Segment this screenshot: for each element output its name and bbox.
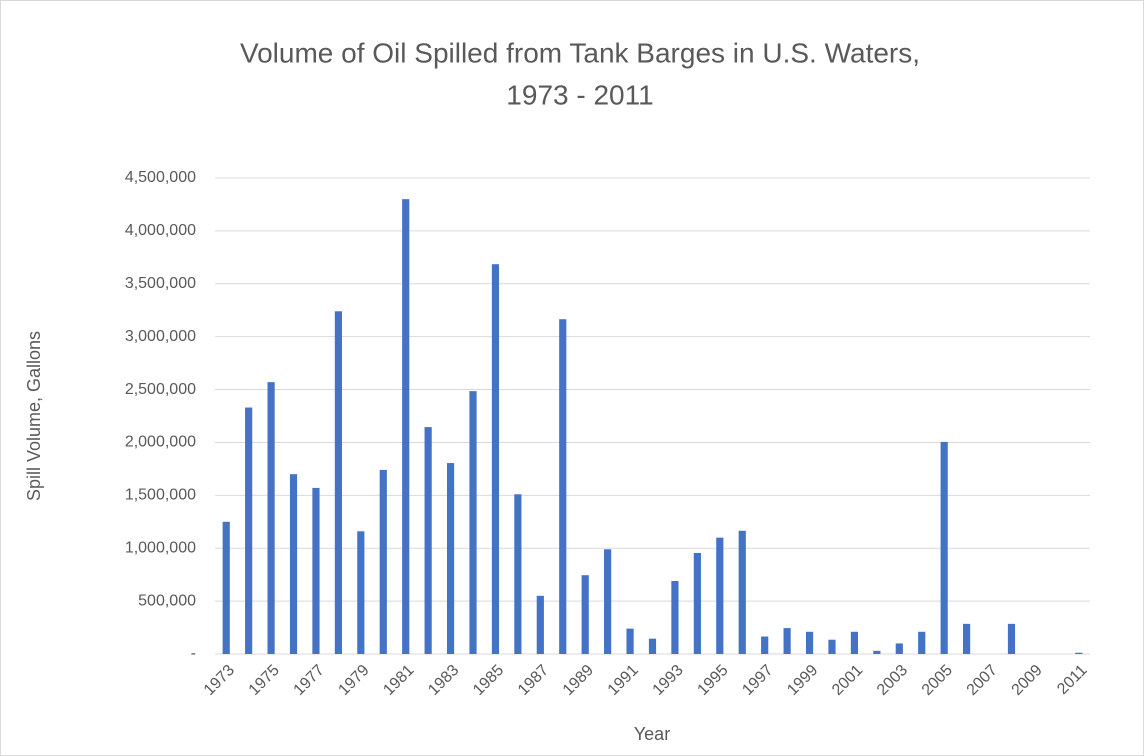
chart-title: Volume of Oil Spilled from Tank Barges i… [240,37,920,68]
bar [245,407,253,654]
bar [940,441,948,654]
bar [469,391,477,654]
bar [267,382,275,654]
bar [379,469,387,654]
bar [1075,652,1083,654]
y-tick-label: - [191,645,196,662]
bar [289,474,298,654]
y-tick-label: 500,000 [138,592,196,609]
bar [873,650,881,654]
bar [805,631,814,654]
y-axis-title: Spill Volume, Gallons [24,331,44,501]
bar [222,521,230,654]
bar [424,427,432,654]
bar [716,537,724,654]
bar [604,549,612,654]
y-tick-label: 3,500,000 [125,275,196,292]
bar [536,595,544,654]
y-tick-label: 4,500,000 [125,169,196,186]
y-tick-label: 2,000,000 [125,434,196,451]
y-tick-label: 1,500,000 [125,487,196,504]
bar [828,639,836,654]
bar [693,552,701,654]
bar [1007,623,1016,654]
bar [648,638,657,654]
chart-title: 1973 - 2011 [506,79,653,110]
bar [357,531,365,654]
bar [850,631,859,654]
bar [312,487,320,654]
bar [402,199,410,654]
y-tick-label: 3,000,000 [125,328,196,345]
bar [783,628,791,654]
bar [581,575,589,654]
bar [895,643,903,654]
bar [514,494,522,654]
bar [963,623,971,654]
bar [626,628,634,654]
bar [446,463,455,654]
bar [738,530,746,654]
bar [334,311,342,654]
y-tick-label: 2,500,000 [125,381,196,398]
bar [918,631,926,654]
bar [761,636,769,654]
x-axis-title: Year [634,724,670,744]
bar [491,264,500,654]
bar [559,319,567,654]
bar [671,581,679,654]
y-tick-label: 1,000,000 [125,539,196,556]
y-tick-label: 4,000,000 [125,222,196,239]
